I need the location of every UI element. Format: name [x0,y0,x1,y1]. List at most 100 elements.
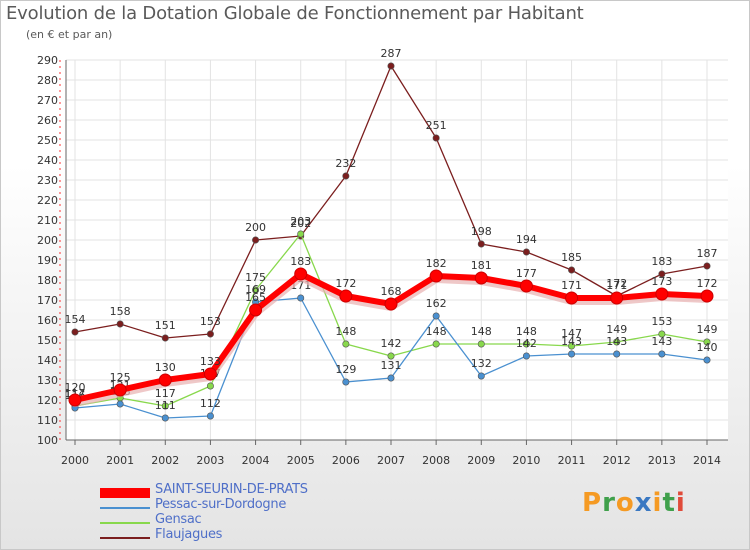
data-label-gensac: 149 [697,323,718,336]
data-point-flaujagues [71,328,79,336]
data-point-saint-seurin-de-prats [294,267,308,281]
data-point-saint-seurin-de-prats [68,393,82,407]
data-label-flaujagues: 287 [381,47,402,60]
data-point-pessac-sur-dordogne [658,350,666,358]
data-point-gensac [658,330,666,338]
x-tick-label: 2003 [196,454,224,467]
y-tick-label: 220 [37,194,58,207]
data-label-pessac-sur-dordogne: 143 [606,335,627,348]
legend-label: Pessac-sur-Dordogne [155,497,287,512]
x-tick-label: 2010 [512,454,540,467]
data-point-gensac [568,342,576,350]
data-point-saint-seurin-de-prats [700,289,714,303]
data-point-flaujagues [658,270,666,278]
data-label-flaujagues: 172 [606,277,627,290]
y-tick-label: 190 [37,254,58,267]
data-point-gensac [432,340,440,348]
data-point-saint-seurin-de-prats [565,291,579,305]
data-point-gensac [387,352,395,360]
y-tick-label: 170 [37,294,58,307]
data-label-gensac: 148 [516,325,537,338]
data-label-saint-seurin-de-prats: 182 [426,257,447,270]
data-label-pessac-sur-dordogne: 140 [697,341,718,354]
data-point-pessac-sur-dordogne [387,374,395,382]
data-label-flaujagues: 153 [200,315,221,328]
data-label-flaujagues: 187 [697,247,718,260]
data-label-gensac: 147 [561,327,582,340]
data-point-flaujagues [252,236,260,244]
legend-swatch [100,522,150,524]
data-point-saint-seurin-de-prats [474,271,488,285]
data-point-pessac-sur-dordogne [568,350,576,358]
chart-title: Evolution de la Dotation Globale de Fonc… [6,3,584,24]
logo-letter: t [662,488,676,518]
data-point-gensac [703,338,711,346]
legend-swatch [100,537,150,539]
data-point-gensac [522,340,530,348]
y-tick-label: 280 [37,74,58,87]
data-label-pessac-sur-dordogne: 132 [471,357,492,370]
data-label-gensac: 148 [426,325,447,338]
logo-letter: i [675,488,686,518]
y-tick-label: 260 [37,114,58,127]
data-label-flaujagues: 158 [110,305,131,318]
data-point-pessac-sur-dordogne [477,372,485,380]
y-tick-label: 250 [37,134,58,147]
data-label-saint-seurin-de-prats: 172 [335,277,356,290]
data-point-saint-seurin-de-prats [519,279,533,293]
data-point-flaujagues [206,330,214,338]
data-point-flaujagues [116,320,124,328]
data-point-saint-seurin-de-prats [384,297,398,311]
data-label-gensac: 175 [245,271,266,284]
data-point-gensac [206,382,214,390]
data-point-flaujagues [387,62,395,70]
data-point-saint-seurin-de-prats [610,291,624,305]
data-label-flaujagues: 185 [561,251,582,264]
data-point-saint-seurin-de-prats [113,383,127,397]
y-tick-label: 230 [37,174,58,187]
data-point-flaujagues [477,240,485,248]
data-label-pessac-sur-dordogne: 143 [651,335,672,348]
data-label-saint-seurin-de-prats: 125 [110,371,131,384]
data-label-saint-seurin-de-prats: 171 [606,279,627,292]
y-tick-label: 130 [37,374,58,387]
data-label-pessac-sur-dordogne: 162 [426,297,447,310]
data-point-pessac-sur-dordogne [297,294,305,302]
y-tick-label: 180 [37,274,58,287]
data-point-pessac-sur-dordogne [206,412,214,420]
data-label-gensac: 148 [335,325,356,338]
y-tick-label: 140 [37,354,58,367]
data-label-gensac: 149 [606,323,627,336]
data-point-saint-seurin-de-prats [339,289,353,303]
data-label-saint-seurin-de-prats: 183 [290,255,311,268]
y-tick-label: 200 [37,234,58,247]
data-label-saint-seurin-de-prats: 165 [245,291,266,304]
x-tick-label: 2004 [242,454,270,467]
y-tick-label: 160 [37,314,58,327]
data-label-saint-seurin-de-prats: 133 [200,355,221,368]
data-point-pessac-sur-dordogne [161,414,169,422]
logo-letter: x [634,488,653,518]
data-point-pessac-sur-dordogne [432,312,440,320]
data-point-saint-seurin-de-prats [203,367,217,381]
x-tick-label: 2012 [603,454,631,467]
data-point-flaujagues [432,134,440,142]
data-label-flaujagues: 202 [290,217,311,230]
y-tick-label: 270 [37,94,58,107]
data-point-flaujagues [568,266,576,274]
data-point-pessac-sur-dordogne [613,350,621,358]
data-label-saint-seurin-de-prats: 173 [651,275,672,288]
legend-label: SAINT-SEURIN-DE-PRATS [155,482,308,497]
data-label-flaujagues: 183 [651,255,672,268]
data-point-saint-seurin-de-prats [429,269,443,283]
data-label-saint-seurin-de-prats: 172 [697,277,718,290]
chart-subtitle: (en € et par an) [26,28,113,41]
y-tick-label: 100 [37,434,58,447]
y-tick-label: 110 [37,414,58,427]
data-point-gensac [613,338,621,346]
data-label-saint-seurin-de-prats: 168 [381,285,402,298]
data-point-flaujagues [161,334,169,342]
y-tick-label: 290 [37,54,58,67]
proxiti-logo: Proxiti [582,488,686,518]
x-tick-label: 2011 [558,454,586,467]
